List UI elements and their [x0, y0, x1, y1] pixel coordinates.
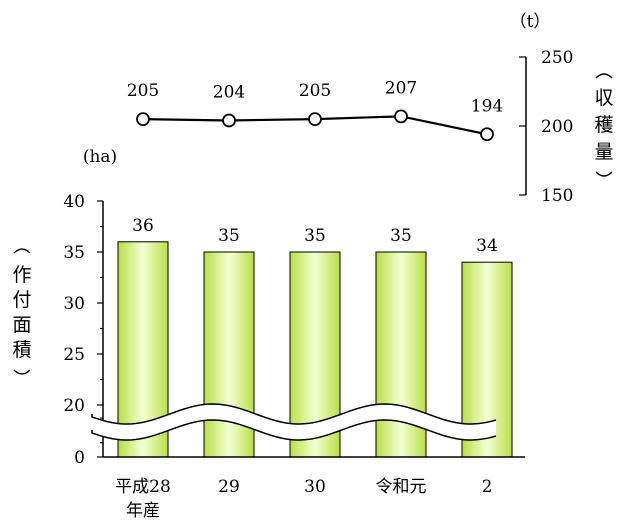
- line-y-label-char: 穫: [594, 114, 613, 136]
- bar-y-label-close-bracket: [13, 369, 31, 375]
- bar-y-label-open-bracket: [13, 248, 31, 254]
- bar-y-label-char: 面: [12, 314, 31, 336]
- harvest-data-label: 204: [213, 82, 245, 102]
- axis-break-line-top: [91, 403, 497, 425]
- x-axis: 平成28 年産 29 30 令和元 2: [103, 456, 525, 521]
- x-tick-label: 29: [218, 477, 240, 497]
- line-y-tick-label: 150: [541, 186, 573, 206]
- line-y-label-char: 量: [594, 141, 613, 163]
- harvest-point: [394, 109, 408, 124]
- bar-y-tick-label: 30: [63, 294, 85, 314]
- bar-y-label-char: 作: [12, 264, 31, 286]
- harvest-series: 205 204 205 207 194: [127, 78, 503, 142]
- harvest-point: [480, 127, 494, 142]
- bar-y-unit: (ha): [83, 147, 117, 167]
- bar-y-label-char: 積: [12, 339, 31, 361]
- bar-y-tick-label: 35: [63, 243, 85, 263]
- area-data-label: 35: [304, 226, 326, 246]
- line-y-label-open-bracket: [595, 73, 613, 79]
- x-tick-label: 2: [482, 477, 493, 497]
- harvest-point: [308, 112, 322, 126]
- bar-y-tick-label: 0: [74, 448, 85, 468]
- harvest-data-label: 205: [299, 81, 331, 101]
- harvest-point: [222, 113, 236, 128]
- x-tick-label: 平成28: [115, 477, 171, 497]
- area-data-label: 34: [476, 236, 498, 256]
- harvest-data-label: 194: [471, 96, 503, 116]
- bar-y-tick-label: 40: [63, 192, 85, 212]
- axis-break-line-bottom: [91, 419, 497, 441]
- bar-y-tick-label: 20: [63, 396, 85, 416]
- line-y-tick-label: 250: [541, 48, 573, 68]
- bar-y-axis: 0 20 25 30 35 40: [63, 192, 104, 468]
- bar-y-tick-label: 25: [63, 345, 85, 365]
- line-y-label-char: 収: [594, 87, 613, 109]
- area-data-label: 35: [390, 226, 412, 246]
- harvest-data-label: 207: [385, 78, 417, 98]
- line-y-axis: 150 200 250: [519, 48, 573, 206]
- harvest-data-label: 205: [127, 81, 159, 101]
- line-y-axis-label: 収穫量: [594, 73, 614, 177]
- line-y-unit: （t）: [510, 12, 551, 32]
- x-tick-label: 令和元: [376, 477, 427, 497]
- area-data-label: 35: [218, 226, 240, 246]
- axis-break-band: [92, 404, 496, 440]
- line-y-tick-label: 200: [541, 117, 573, 137]
- harvest-line-chart: （t） 150 200 250 収穫量 205 204 205 207 194: [127, 12, 614, 206]
- harvest-point: [136, 112, 150, 126]
- x-tick-label: 年産: [126, 501, 160, 521]
- area-data-label: 36: [132, 216, 154, 236]
- x-tick-label: 30: [304, 477, 326, 497]
- area-bars: 36 35 35 35 34: [91, 216, 513, 458]
- line-y-label-close-bracket: [595, 171, 613, 177]
- bar-y-label-char: 付: [12, 289, 31, 311]
